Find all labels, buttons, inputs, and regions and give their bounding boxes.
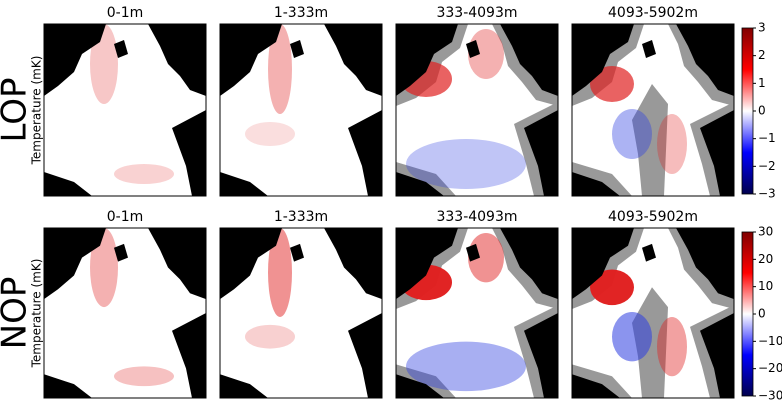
colorbar-tick-label: 30 — [758, 225, 773, 239]
anomaly — [114, 164, 174, 184]
colorbar-tick-label: 0 — [758, 104, 766, 118]
panel-letter: c) — [400, 39, 411, 53]
panel-letter: b) — [224, 39, 236, 53]
colorbar-tick-label: 1 — [758, 76, 766, 90]
anomaly — [114, 366, 174, 386]
anomaly — [657, 114, 687, 174]
map — [396, 228, 558, 398]
colorbar-tick-label: −1 — [758, 131, 776, 145]
colorbar-tick-label: −10 — [758, 334, 782, 348]
colorbar-tick-label: 20 — [758, 252, 773, 266]
anomaly — [245, 122, 295, 146]
colorbar — [742, 28, 753, 194]
anomaly — [657, 317, 687, 376]
panel-letter: d) — [576, 243, 588, 257]
panel-title: 0-1m — [107, 209, 144, 225]
panel-letter: a) — [48, 243, 60, 257]
panel-letter: b) — [224, 243, 236, 257]
panel-letter: d) — [576, 39, 588, 53]
figure: LOPTemperature (mK)0-1ma)1-333mb)333-409… — [0, 0, 782, 400]
colorbar-tick-label: −3 — [758, 187, 776, 201]
panel-title: 333-4093m — [436, 209, 517, 225]
panel-letter: c) — [400, 243, 411, 257]
y-axis-label: Temperature (mK) — [30, 259, 44, 369]
panel-title: 4093-5902m — [608, 209, 698, 225]
map — [572, 228, 734, 398]
colorbar-tick-label: 0 — [758, 307, 766, 321]
y-axis-label: Temperature (mK) — [30, 56, 44, 166]
colorbar — [742, 232, 753, 396]
anomaly — [245, 325, 295, 349]
map — [44, 24, 206, 196]
colorbar-tick-label: 3 — [758, 21, 766, 35]
colorbar-tick-label: −2 — [758, 159, 776, 173]
panel-title: 1-333m — [274, 5, 328, 21]
panel-title: 4093-5902m — [608, 5, 698, 21]
colorbar-tick-label: 2 — [758, 48, 766, 62]
panel-title: 0-1m — [107, 5, 144, 21]
map — [220, 24, 382, 196]
colorbar-tick-label: −20 — [758, 361, 782, 375]
map — [396, 24, 558, 196]
panel-letter: a) — [48, 39, 60, 53]
map — [220, 228, 382, 398]
map — [44, 228, 206, 398]
anomaly — [612, 312, 652, 361]
colorbar-tick-label: 10 — [758, 279, 773, 293]
anomaly — [612, 109, 652, 159]
panel-title: 1-333m — [274, 209, 328, 225]
map — [572, 24, 734, 196]
panel-title: 333-4093m — [436, 5, 517, 21]
colorbar-tick-label: −30 — [758, 389, 782, 400]
